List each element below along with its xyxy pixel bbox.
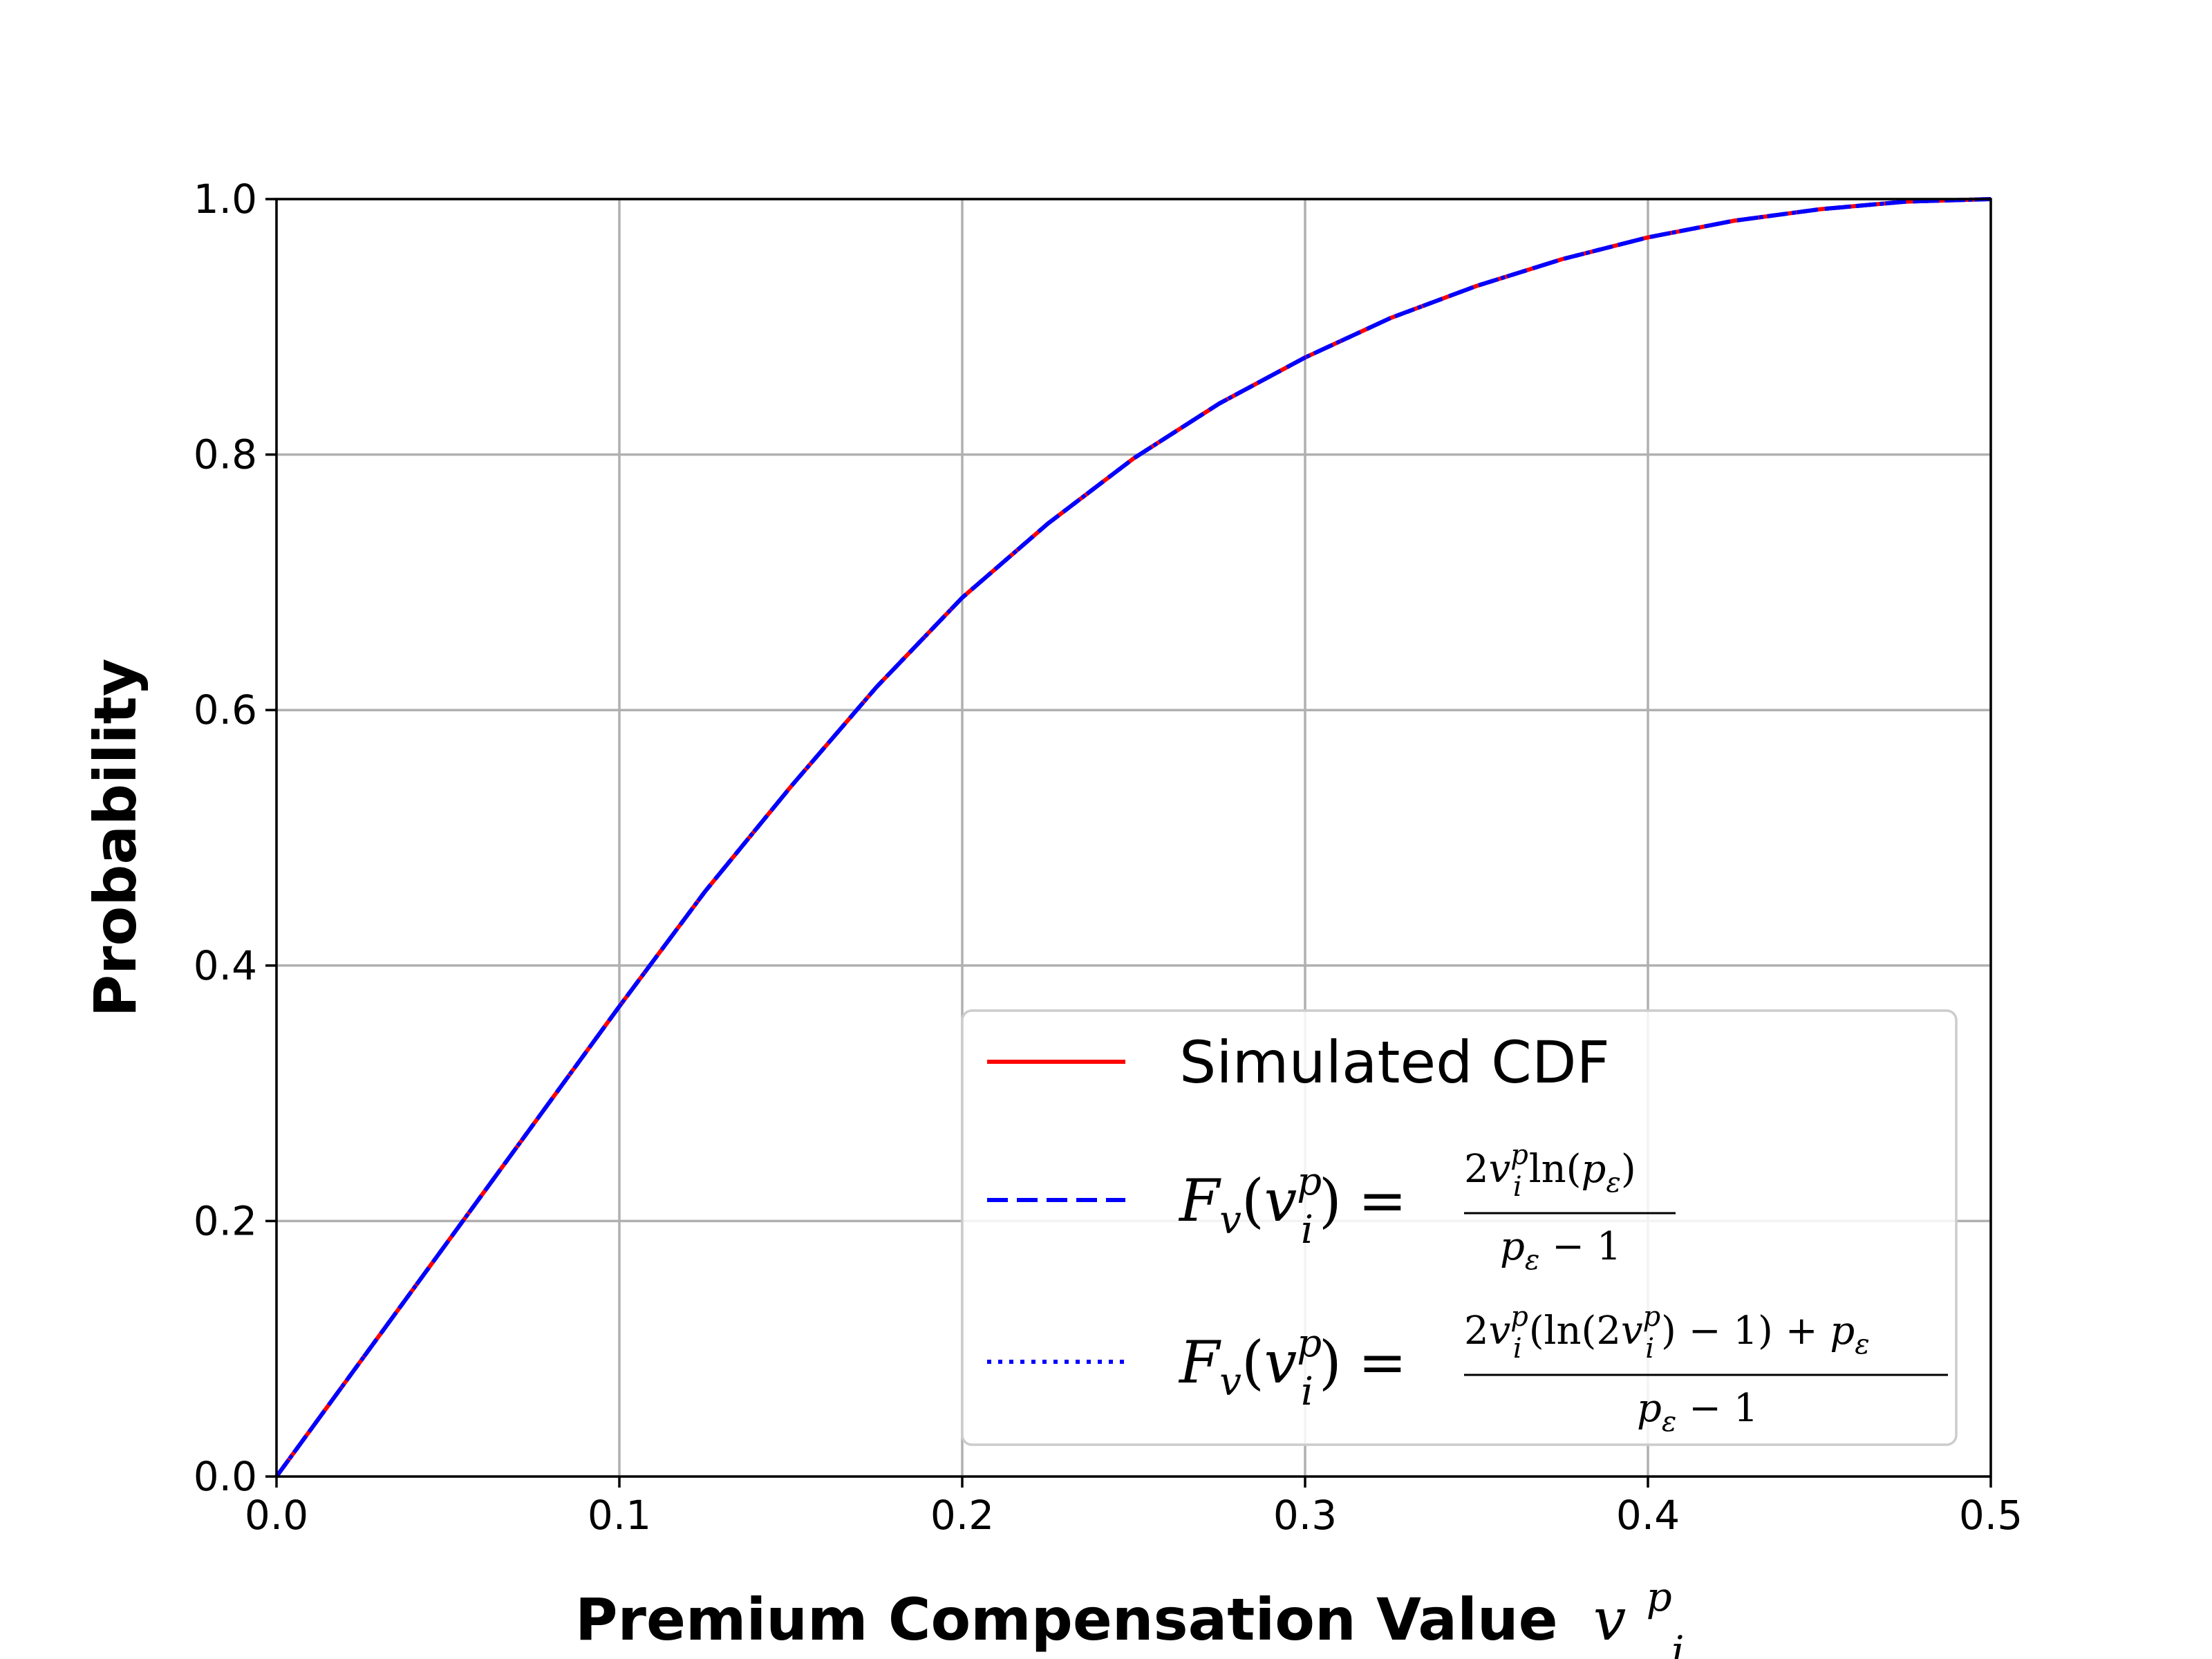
legend-label-simulated-cdf: Simulated CDF — [1179, 1029, 1610, 1096]
legend-f1-num-v: v — [1489, 1147, 1511, 1192]
series-line-formula-1 — [274, 197, 1991, 1478]
x-tick-label: 0.4 — [1616, 1492, 1680, 1539]
legend-f2-num-p: p — [1510, 1301, 1528, 1333]
legend-f2-lparen: ( — [1241, 1329, 1264, 1396]
plot-frame — [275, 198, 1992, 1478]
legend-f1-denominator: pε − 1 — [1500, 1224, 1621, 1276]
x-axis-symbol-sup: p — [1647, 1573, 1672, 1620]
legend-f1-i-sub: i — [1301, 1208, 1313, 1253]
legend-f2-denominator: pε − 1 — [1637, 1386, 1758, 1438]
x-tick-label: 0.5 — [1959, 1492, 2023, 1539]
ticks: 0.0 0.1 0.2 0.3 0.4 0.5 0.0 0.2 0.4 0.6 0.8 1.0 — [194, 176, 2023, 1539]
grid — [275, 198, 1992, 1478]
legend-f1-eq: = — [1358, 1167, 1407, 1235]
legend-f2-numerator: 2vp i (ln(2vp i) − 1) + pε — [1464, 1301, 1870, 1365]
series-group — [274, 197, 1991, 1478]
legend-f1-num-p: p — [1510, 1139, 1528, 1171]
y-tick-label: 0.0 — [194, 1453, 257, 1500]
legend: Simulated CDF Fv(vp i) = 2vp i ln(pε) pε − 1… — [961, 1009, 1958, 1446]
y-tick-label: 0.8 — [194, 431, 257, 478]
legend-label-formula-1-lhs: Fv(vp i) = — [1178, 1159, 1407, 1253]
legend-f2-v: v — [1264, 1329, 1297, 1396]
legend-f1-den-p: p — [1500, 1224, 1525, 1269]
series-line-formula-2 — [274, 197, 1991, 1478]
legend-f2-num-peps: p — [1830, 1309, 1855, 1353]
legend-f2-num-v2: v — [1621, 1309, 1643, 1353]
y-tick-label: 0.2 — [194, 1197, 257, 1244]
legend-f2-den-eps: ε — [1662, 1406, 1676, 1438]
legend-f1-den-minus: − 1 — [1539, 1224, 1621, 1269]
legend-f2-num-ln: (ln(2 — [1529, 1309, 1621, 1353]
y-tick-label: 0.4 — [194, 942, 257, 989]
legend-label-formula-2-lhs: Fv(vp i) = — [1178, 1321, 1407, 1414]
legend-f1-num-peps: p — [1582, 1147, 1606, 1192]
legend-f2-num-i: i — [1513, 1333, 1522, 1365]
legend-f1-p-sup: p — [1297, 1159, 1322, 1204]
legend-f1-num-eps: ε — [1606, 1167, 1620, 1199]
legend-f2-i-sub: i — [1301, 1369, 1313, 1414]
x-axis-label: Premium Compensation Value v p i — [575, 1557, 1692, 1659]
legend-f1-lparen: ( — [1241, 1167, 1264, 1235]
legend-f2-F: F — [1178, 1329, 1221, 1396]
legend-f1-F: F — [1178, 1167, 1221, 1235]
legend-f2-den-p: p — [1637, 1386, 1662, 1431]
legend-f2-p-sup: p — [1297, 1321, 1322, 1366]
x-axis-symbol-sub: i — [1671, 1627, 1685, 1659]
legend-box — [961, 1009, 1958, 1446]
x-tick-label: 0.3 — [1273, 1492, 1337, 1539]
x-tick-label: 0.1 — [588, 1492, 651, 1539]
legend-f1-numerator: 2vp i ln(pε) — [1464, 1139, 1636, 1203]
legend-f1-num-close: ) — [1621, 1147, 1636, 1192]
legend-f2-num-minus: ) − 1) + — [1661, 1309, 1830, 1353]
legend-f1-den-eps: ε — [1525, 1244, 1539, 1276]
legend-f1-num-i: i — [1513, 1171, 1522, 1203]
legend-f1-rparen: ) — [1319, 1167, 1342, 1235]
legend-f2-v-sub: v — [1219, 1360, 1241, 1405]
legend-f2-rparen: ) — [1319, 1329, 1342, 1396]
legend-f2-eq: = — [1358, 1329, 1407, 1396]
x-tick-label: 0.2 — [930, 1492, 994, 1539]
legend-f1-num-ln: ln( — [1529, 1147, 1582, 1192]
y-axis-label: Probability — [82, 659, 149, 1018]
x-axis-symbol: v — [1593, 1586, 1626, 1653]
x-tick-label: 0.0 — [245, 1492, 308, 1539]
legend-f1-num-two: 2 — [1464, 1147, 1489, 1192]
legend-f2-den-minus: − 1 — [1676, 1386, 1758, 1431]
legend-f1-v-sub: v — [1219, 1198, 1241, 1243]
y-tick-label: 1.0 — [194, 176, 257, 223]
x-axis-label-text: Premium Compensation Value — [575, 1586, 1558, 1653]
legend-f2-num-i2: i — [1645, 1333, 1654, 1365]
y-tick-label: 0.6 — [194, 686, 257, 733]
legend-f1-v: v — [1264, 1167, 1297, 1235]
legend-f2-num-p2: p — [1643, 1301, 1661, 1333]
legend-f2-num-eps: ε — [1855, 1329, 1869, 1360]
legend-f2-num-v: v — [1489, 1309, 1511, 1353]
legend-f2-num-two: 2 — [1464, 1309, 1489, 1353]
